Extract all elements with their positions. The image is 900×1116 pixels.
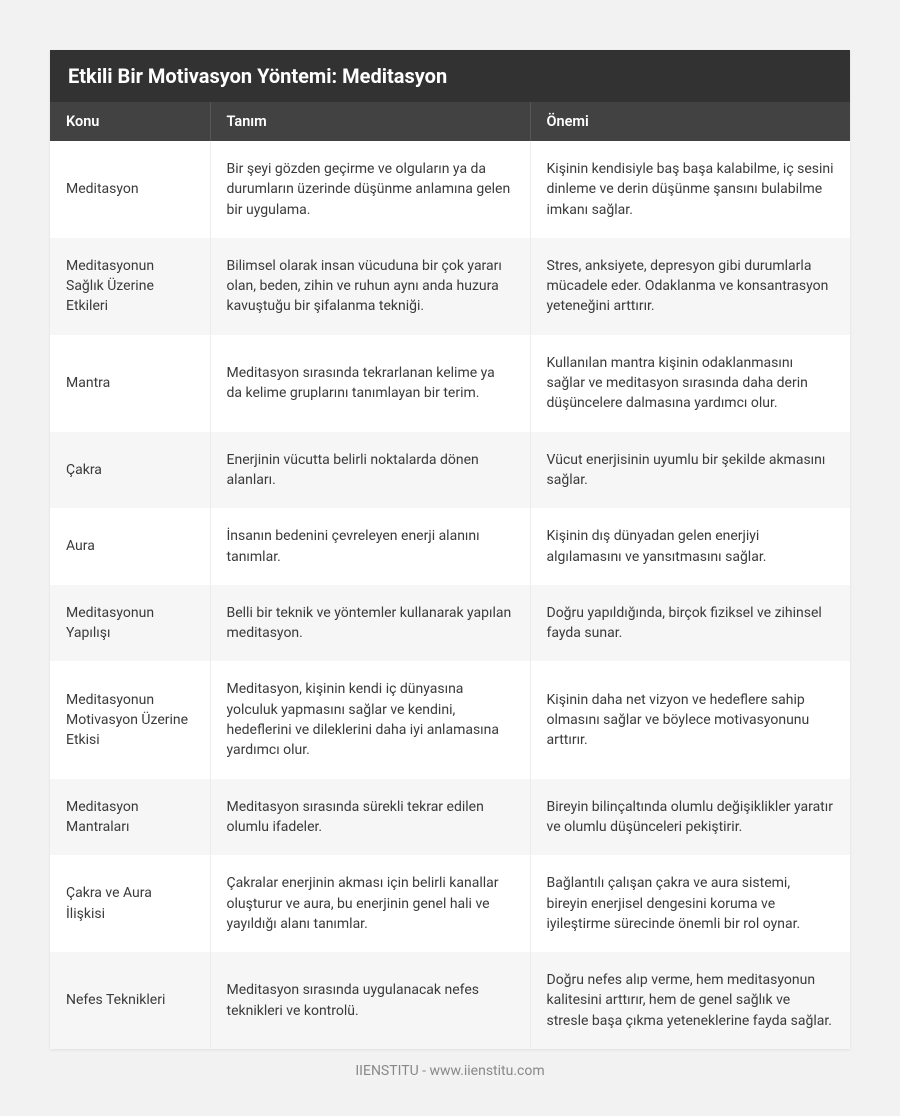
cell-onemi: Kişinin dış dünyadan gelen enerjiyi algı… [530, 508, 850, 585]
col-header-tanim: Tanım [210, 102, 530, 141]
cell-konu: Meditasyonun Yapılışı [50, 585, 210, 662]
cell-tanim: Çakralar enerjinin akması için belirli k… [210, 855, 530, 952]
cell-tanim: Meditasyon sırasında sürekli tekrar edil… [210, 779, 530, 856]
table-row: Meditasyonun Yapılışı Belli bir teknik v… [50, 585, 850, 662]
table-row: Meditasyon Bir şeyi gözden geçirme ve ol… [50, 141, 850, 238]
table-row: Çakra Enerjinin vücutta belirli noktalar… [50, 432, 850, 509]
cell-konu: Meditasyonun Sağlık Üzerine Etkileri [50, 238, 210, 335]
table-header: Konu Tanım Önemi [50, 102, 850, 141]
page-title: Etkili Bir Motivasyon Yöntemi: Meditasyo… [50, 50, 850, 102]
table-body: Meditasyon Bir şeyi gözden geçirme ve ol… [50, 141, 850, 1049]
cell-onemi: Doğru nefes alıp verme, hem meditasyonun… [530, 952, 850, 1049]
cell-onemi: Bireyin bilinçaltında olumlu değişiklikl… [530, 779, 850, 856]
cell-onemi: Vücut enerjisinin uyumlu bir şekilde akm… [530, 432, 850, 509]
table-row: Meditasyonun Motivasyon Üzerine Etkisi M… [50, 661, 850, 778]
table-row: Meditasyonun Sağlık Üzerine Etkileri Bil… [50, 238, 850, 335]
table-row: Çakra ve Aura İlişkisi Çakralar enerjini… [50, 855, 850, 952]
cell-onemi: Kişinin kendisiyle baş başa kalabilme, i… [530, 141, 850, 238]
cell-onemi: Kullanılan mantra kişinin odaklanmasını … [530, 335, 850, 432]
cell-tanim: Meditasyon, kişinin kendi iç dünyasına y… [210, 661, 530, 778]
cell-tanim: Belli bir teknik ve yöntemler kullanarak… [210, 585, 530, 662]
cell-konu: Çakra ve Aura İlişkisi [50, 855, 210, 952]
cell-onemi: Kişinin daha net vizyon ve hedeflere sah… [530, 661, 850, 778]
cell-konu: Aura [50, 508, 210, 585]
cell-konu: Meditasyon Mantraları [50, 779, 210, 856]
cell-konu: Meditasyon [50, 141, 210, 238]
footer-text: IIENSTITU - www.iienstitu.com [50, 1049, 850, 1079]
cell-konu: Çakra [50, 432, 210, 509]
cell-tanim: İnsanın bedenini çevreleyen enerji alanı… [210, 508, 530, 585]
cell-onemi: Bağlantılı çalışan çakra ve aura sistemi… [530, 855, 850, 952]
cell-tanim: Meditasyon sırasında tekrarlanan kelime … [210, 335, 530, 432]
table-header-row: Konu Tanım Önemi [50, 102, 850, 141]
cell-tanim: Enerjinin vücutta belirli noktalarda dön… [210, 432, 530, 509]
cell-onemi: Stres, anksiyete, depresyon gibi durumla… [530, 238, 850, 335]
cell-konu: Nefes Teknikleri [50, 952, 210, 1049]
table-card: Etkili Bir Motivasyon Yöntemi: Meditasyo… [50, 50, 850, 1049]
col-header-konu: Konu [50, 102, 210, 141]
cell-tanim: Bilimsel olarak insan vücuduna bir çok y… [210, 238, 530, 335]
table-row: Meditasyon Mantraları Meditasyon sırasın… [50, 779, 850, 856]
table-row: Mantra Meditasyon sırasında tekrarlanan … [50, 335, 850, 432]
cell-onemi: Doğru yapıldığında, birçok fiziksel ve z… [530, 585, 850, 662]
cell-tanim: Meditasyon sırasında uygulanacak nefes t… [210, 952, 530, 1049]
table-row: Aura İnsanın bedenini çevreleyen enerji … [50, 508, 850, 585]
table-row: Nefes Teknikleri Meditasyon sırasında uy… [50, 952, 850, 1049]
col-header-onemi: Önemi [530, 102, 850, 141]
cell-konu: Mantra [50, 335, 210, 432]
cell-tanim: Bir şeyi gözden geçirme ve olguların ya … [210, 141, 530, 238]
cell-konu: Meditasyonun Motivasyon Üzerine Etkisi [50, 661, 210, 778]
meditation-table: Konu Tanım Önemi Meditasyon Bir şeyi göz… [50, 102, 850, 1049]
